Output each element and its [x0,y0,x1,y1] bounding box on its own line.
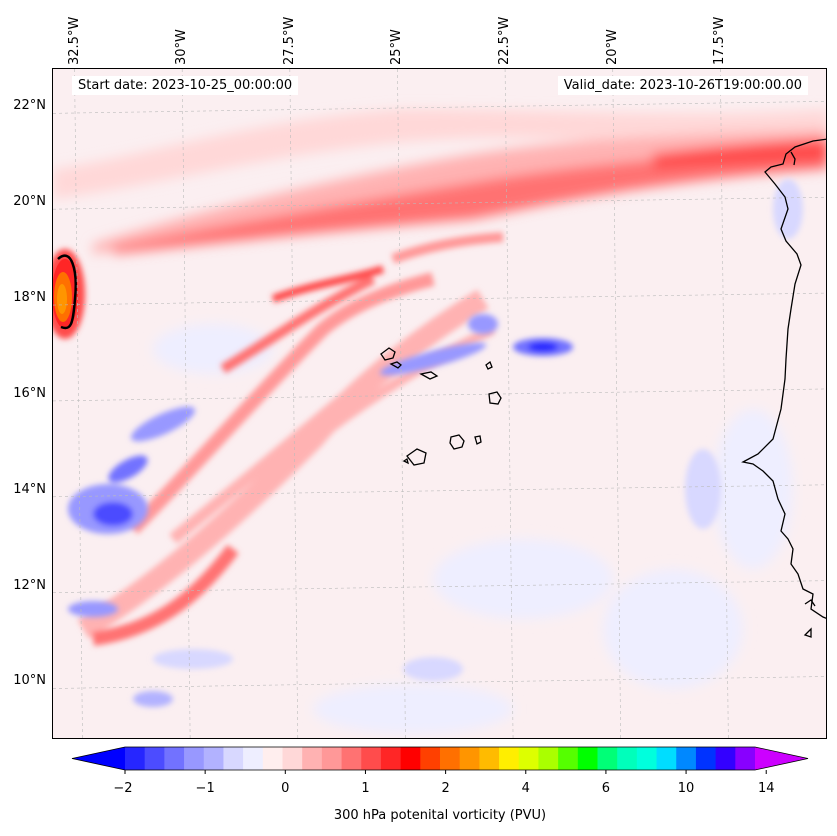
colorbar-segment [695,747,717,770]
colorbar-segment [203,747,224,770]
lon-gridline [720,69,729,738]
valid-date-label: Valid_date: 2023-10-26T19:00:00.00 [557,76,808,95]
colorbar-segment [558,747,579,770]
colorbar-segment [577,747,598,770]
colorbar-tick-label: 14 [757,781,775,796]
lat-tick-label: 18°N [13,290,46,306]
colorbar-segment [262,747,283,770]
lon-gridline [397,69,406,738]
lon-gridline [504,69,514,738]
colorbar-segment [144,747,165,770]
colorbar-segment [499,747,520,770]
lon-tick-label: 22.5°W [497,16,513,65]
colorbar-segment [184,747,205,770]
colorbar-segment [715,747,736,770]
lon-tick-label: 27.5°W [281,16,297,65]
lon-gridline [181,69,191,738]
negative-pv-features [68,179,803,707]
colorbar-segment [223,747,244,770]
pale-blue-regions [153,324,793,734]
start-date-label: Start date: 2023-10-25_00:00:00 [72,76,299,95]
lon-tick-label: 20°W [604,29,620,65]
colorbar-segment [361,747,382,770]
colorbar-segment [597,747,618,770]
colorbar-segment [676,747,697,770]
lon-tick-label: 30°W [174,29,190,65]
lat-tick-label: 10°N [13,673,46,689]
colorbar-segment [164,747,185,770]
colorbar-tick-label: −1 [195,781,215,796]
lon-gridline [74,69,83,738]
colorbar-tick-label: 2 [441,781,450,796]
lat-tick-label: 16°N [13,385,46,401]
colorbar-segment [656,747,677,770]
colorbar-tick-label: 0 [281,781,290,796]
colorbar-segment [420,747,441,770]
colorbar-segment [302,747,323,770]
colorbar-tick-label: 6 [601,781,611,796]
lon-tick-label: 17.5°W [712,16,728,65]
jet-stream-band [53,109,826,254]
colorbar-tick-label: 1 [361,781,370,796]
colorbar-tick-label: −2 [113,781,133,796]
gridlines [53,69,826,738]
colorbar [71,746,809,774]
lon-gridline [612,69,621,738]
colorbar-segment [282,747,303,770]
colorbar-segment [341,747,362,770]
cape-verde-islands [380,347,502,466]
lat-tick-label: 20°N [13,194,46,210]
lat-tick-label: 12°N [13,577,46,593]
colorbar-segment [440,747,461,770]
colorbar-title: 300 hPa potenital vorticity (PVU) [333,808,547,823]
colorbar-segment [636,747,658,770]
colorbar-max-arrow [755,747,808,770]
colorbar-tick-label: 4 [521,781,530,796]
colorbar-segment [479,747,500,770]
colorbar-segment [459,747,480,770]
colorbar-segment [538,747,559,770]
map-panel [52,68,827,739]
lon-tick-label: 25°W [389,29,405,65]
lat-tick-label: 22°N [13,98,46,114]
colorbar-segment [321,747,343,770]
colorbar-segment [735,747,756,770]
lon-gridline [289,69,299,738]
coastline-inlet [790,151,816,638]
map-canvas [53,69,826,738]
colorbar-segment [518,747,539,770]
colorbar-tick-label: 10 [677,781,695,796]
lon-tick-label: 32.5°W [66,16,82,65]
lat-tick-label: 14°N [13,481,46,497]
colorbar-segment [400,747,421,770]
colorbar-segment [617,747,638,770]
west-african-coastline [741,138,826,619]
pv-filaments [77,232,504,646]
colorbar-segment [243,747,264,770]
colorbar-segment [125,747,146,770]
colorbar-segment [380,747,402,770]
high-pv-maximum [53,249,85,339]
colorbar-min-arrow [72,747,125,770]
